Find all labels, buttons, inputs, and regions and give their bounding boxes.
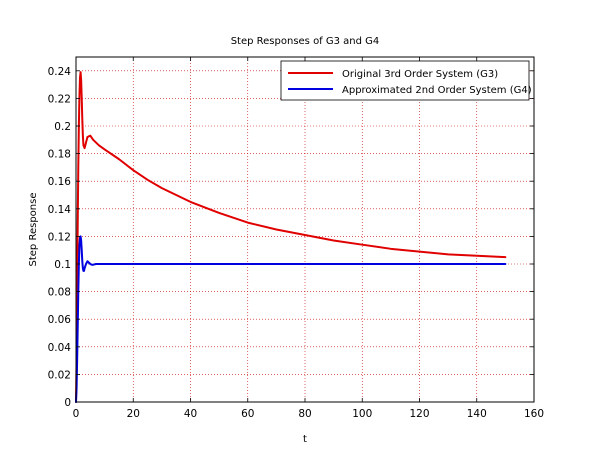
x-tick-label: 140 [467,408,487,420]
y-tick-label: 0.24 [48,66,72,78]
x-tick-label: 20 [127,408,140,420]
x-tick-label: 120 [409,408,429,420]
legend-box [280,60,530,101]
y-axis-label: Step Response [28,193,39,267]
y-tick-label: 0.14 [48,204,72,216]
tick-labels: 0 20 40 60 80 100 120 140 160 0 0.02 0.04 0.06 0.08 0.… [48,66,544,420]
y-tick-label: 0.12 [48,231,71,243]
x-tick-label: 80 [298,408,311,420]
y-tick-label: 0.16 [48,176,72,188]
y-tick-label: 0.18 [48,149,71,161]
series-line-g3 [75,71,507,403]
chart-title: Step Responses of G3 and G4 [231,36,380,47]
legend-label: Approximated 2nd Order System (G4) [342,85,532,96]
y-tick-label: 0.1 [54,259,71,271]
y-tick-label: 0.2 [54,121,71,133]
y-tick-label: 0.08 [48,287,71,299]
y-tick-label: 0 [64,397,71,409]
x-tick-label: 0 [73,408,80,420]
y-tick-label: 0.22 [48,93,71,105]
plot-frame [75,56,535,403]
x-axis-label: t [303,434,307,445]
series-line-g4 [75,235,507,403]
x-tick-label: 100 [352,408,372,420]
legend: Original 3rd Order System (G3) Approximat… [280,60,532,101]
y-tick-label: 0.06 [48,314,72,326]
x-tick-label: 160 [524,408,544,420]
legend-label: Original 3rd Order System (G3) [342,69,498,80]
x-tick-label: 40 [184,408,197,420]
y-tick-label: 0.04 [48,342,72,354]
y-tick-label: 0.02 [48,369,71,381]
x-tick-label: 60 [241,408,254,420]
axes [75,56,535,403]
series-group [75,71,507,403]
